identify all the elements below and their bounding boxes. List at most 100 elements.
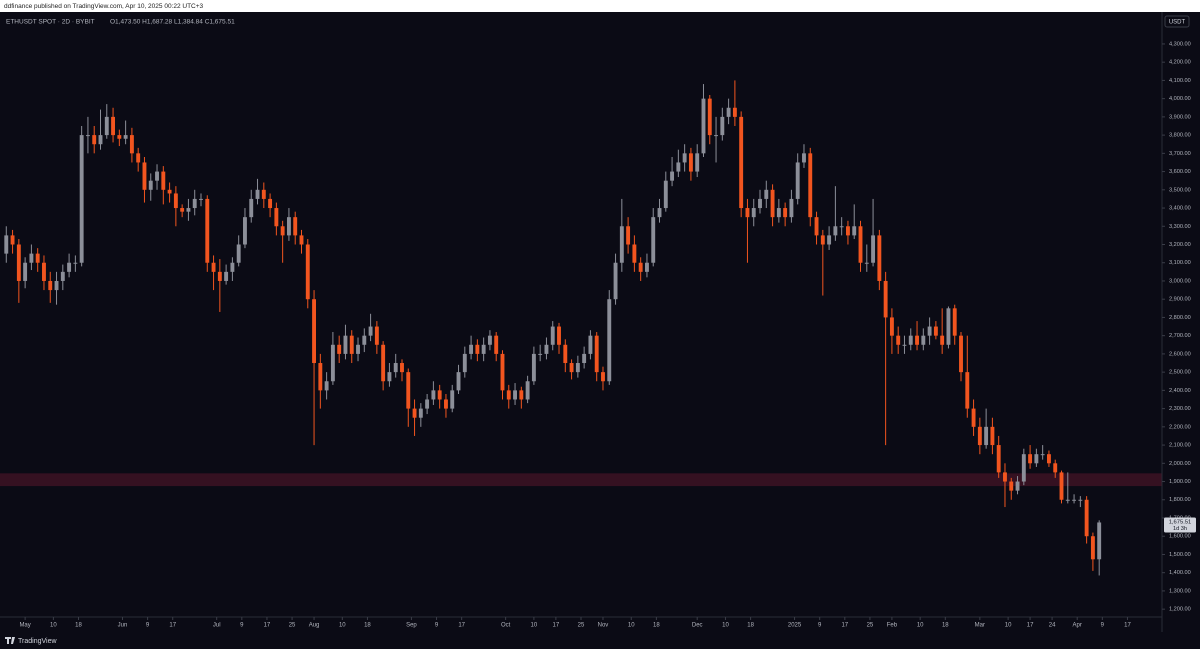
candle-body xyxy=(1009,481,1014,491)
candle-body xyxy=(1053,463,1058,473)
candle-body xyxy=(412,408,417,418)
x-tick-label: 18 xyxy=(653,623,660,629)
y-tick-label: 4,300.00 xyxy=(1169,41,1191,47)
candle-body xyxy=(965,372,970,409)
candle-body xyxy=(588,335,593,354)
candle-body xyxy=(575,363,580,373)
candle-body xyxy=(318,363,323,391)
y-tick-label: 4,000.00 xyxy=(1169,96,1191,102)
candle-body xyxy=(632,244,637,263)
candle-body xyxy=(663,180,668,209)
zone xyxy=(0,473,1162,487)
currency: USDT xyxy=(1169,19,1186,25)
candle-body xyxy=(85,135,90,137)
candle-body xyxy=(1090,536,1095,560)
last-price-label: 1,675.51 xyxy=(1169,519,1192,525)
axes: 4,300.00 4,200.00 4,100.00 4,000.00 3,900.00… xyxy=(19,41,1196,629)
candle-body xyxy=(657,208,662,218)
x-tick-label: 10 xyxy=(722,623,729,629)
countdown: 1d 3h xyxy=(1173,526,1187,532)
candle-body xyxy=(833,226,838,236)
candle-body xyxy=(255,189,260,199)
x-tick-label: 10 xyxy=(50,623,57,629)
x-tick-label: Sep xyxy=(406,623,417,629)
ohlc-line: O1,473.50 H1,687.28 L1,384.84 C1,675.51 xyxy=(110,19,235,26)
candle-body xyxy=(557,326,561,345)
candle-body xyxy=(651,217,656,263)
candle-body xyxy=(60,271,65,281)
x-tick-label: Dec xyxy=(692,623,703,629)
candle-body xyxy=(1015,481,1020,491)
candle-body xyxy=(984,426,989,446)
candle-body xyxy=(481,344,486,354)
candle-body xyxy=(293,217,298,236)
y-tick-label: 3,800.00 xyxy=(1169,133,1191,139)
candle-body xyxy=(92,135,97,145)
candle-body xyxy=(343,335,348,354)
candle-body xyxy=(670,171,675,181)
candle-body xyxy=(996,445,1001,473)
y-tick-label: 2,700.00 xyxy=(1169,333,1191,339)
candle-body xyxy=(211,262,216,272)
candle-body xyxy=(739,116,744,209)
candle-body xyxy=(676,162,681,172)
candle-body xyxy=(54,280,59,291)
x-tick-label: 17 xyxy=(841,623,848,629)
y-tick-label: 3,600.00 xyxy=(1169,169,1191,175)
candle-body xyxy=(695,153,700,172)
candle-body xyxy=(839,226,844,228)
candle-body xyxy=(16,244,21,281)
candle-body xyxy=(418,408,423,418)
candle-body xyxy=(217,271,222,281)
candle-body xyxy=(544,344,549,354)
candle-body xyxy=(519,390,524,400)
candle-body xyxy=(902,344,907,346)
candle-body xyxy=(180,208,185,212)
candle-body xyxy=(613,262,618,300)
candle-body xyxy=(506,390,511,400)
x-tick-label: 9 xyxy=(435,623,439,629)
candle-body xyxy=(374,326,379,345)
candle-body xyxy=(381,344,386,382)
candle-body xyxy=(42,262,46,281)
candle-body xyxy=(959,335,963,373)
candle-body xyxy=(802,153,806,163)
y-tick-label: 1,600.00 xyxy=(1169,534,1191,540)
candle-body xyxy=(701,98,706,154)
candle-body xyxy=(10,235,15,245)
candle-body xyxy=(726,107,731,117)
candle-body xyxy=(776,208,781,218)
candle-body xyxy=(569,363,574,373)
candle-body xyxy=(362,335,367,345)
candle-body xyxy=(751,208,756,218)
candle-body xyxy=(908,335,913,345)
candle-body xyxy=(73,262,78,264)
candle-body xyxy=(758,198,762,209)
candle-body xyxy=(111,116,116,136)
currency-box xyxy=(1164,15,1190,28)
candle-body xyxy=(563,344,568,364)
candle-body xyxy=(261,189,266,199)
candle-body xyxy=(136,153,141,163)
candle-body xyxy=(789,198,794,218)
x-tick-label: 9 xyxy=(1101,623,1105,629)
y-tick-label: 3,100.00 xyxy=(1169,260,1191,266)
candle-body xyxy=(594,335,599,373)
x-tick-label: 18 xyxy=(364,623,371,629)
candle-body xyxy=(104,116,109,136)
candle-body xyxy=(387,372,392,382)
candle-body xyxy=(349,335,354,354)
candle-body xyxy=(915,335,919,345)
brand: TradingView xyxy=(18,638,57,645)
x-tick-label: 17 xyxy=(1027,623,1034,629)
candle-body xyxy=(406,372,411,409)
x-tick-label: May xyxy=(19,623,30,629)
x-tick-label: 10 xyxy=(628,623,635,629)
y-tick-label: 3,700.00 xyxy=(1169,151,1191,157)
candle-body xyxy=(330,344,335,382)
x-tick-label: 10 xyxy=(531,623,538,629)
candle-body xyxy=(783,208,788,218)
y-tick-label: 1,200.00 xyxy=(1169,607,1191,613)
candle-body xyxy=(123,135,128,139)
